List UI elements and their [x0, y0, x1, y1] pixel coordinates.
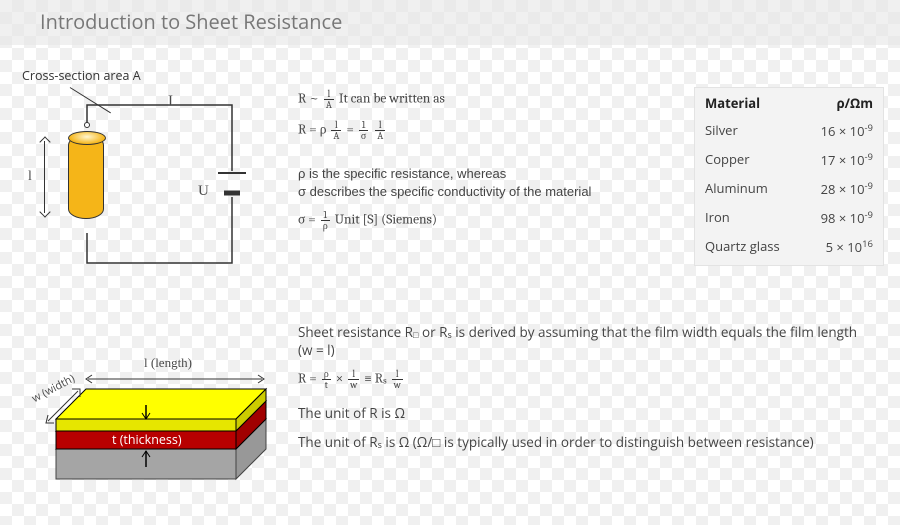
cell-name: Silver: [705, 121, 738, 140]
film-slab-diagram: l (length) w (width) t (thickness): [26, 339, 271, 509]
th-rho: ρ/Ωm: [837, 94, 873, 112]
frac-1-over-sigma: 1σ: [359, 120, 368, 141]
eq-mid2: ≡ R: [364, 372, 383, 387]
canvas: Cross-section area A l I U: [0, 45, 900, 525]
cell-name: Quartz glass: [705, 237, 780, 256]
f1-prefix: R ~: [298, 92, 322, 107]
th-material: Material: [705, 94, 760, 112]
voltage-label: U: [198, 183, 209, 200]
u2a: The unit of R: [298, 433, 378, 451]
length-arrow: [44, 141, 45, 213]
f2-lhs: R = ρ: [298, 123, 329, 138]
formula-sigma: σ = 1ρ Unit [S] (Siemens): [298, 210, 668, 231]
cell-value: 16 × 10-9: [821, 121, 873, 140]
sub-s3: s: [378, 438, 382, 451]
length-label: l: [28, 169, 32, 185]
cell-name: Iron: [705, 208, 730, 227]
cell-name: Aluminum: [705, 179, 768, 198]
cross-section-label: Cross-section area A: [22, 67, 141, 84]
p1b: or R: [422, 323, 447, 341]
current-label: I: [168, 93, 173, 110]
resistivity-table: Material ρ/Ωm Silver 16 × 10-9 Copper 17 × …: [694, 87, 884, 266]
table-row: Copper 17 × 10-9: [705, 145, 873, 174]
table-body: Silver 16 × 10-9 Copper 17 × 10-9 Aluminum 28…: [705, 116, 873, 261]
slab-length-label: l (length): [144, 355, 192, 371]
frac-rho-over-t: ρt: [322, 369, 331, 390]
f1-suffix: It can be written as: [339, 92, 445, 107]
circuit-diagram: Cross-section area A l I U: [40, 71, 270, 281]
p1a: Sheet resistance R: [298, 323, 413, 341]
formula-r-equals: R = ρ lA = 1σ lA: [298, 120, 668, 141]
cell-value: 98 × 10-9: [821, 208, 873, 227]
table-row: Iron 98 × 10-9: [705, 203, 873, 232]
title-bar: Introduction to Sheet Resistance: [0, 0, 900, 45]
u2b: is Ω (Ω/□ is typically used in order to …: [385, 433, 813, 451]
conductor-cylinder: [68, 135, 104, 219]
frac-l-over-w-2: lw: [392, 369, 403, 390]
frac-1-over-rho: 1ρ: [321, 210, 330, 231]
unit-line-2: The unit of Rs is Ω (Ω/□ is typically us…: [298, 433, 868, 451]
frac-l-over-a-3: lA: [375, 120, 385, 141]
table-row: Quartz glass 5 × 1016: [705, 232, 873, 261]
table-header: Material ρ/Ωm: [705, 94, 873, 116]
sub-s: s: [447, 328, 451, 341]
eq-mid1: ×: [336, 372, 346, 387]
sigma-unit: Unit [S] (Siemens): [335, 213, 437, 228]
sub-box: □: [413, 328, 418, 341]
slab-thickness-label: t (thickness): [112, 431, 182, 448]
formula-r-propto: R ~ lA It can be written as: [298, 89, 668, 110]
eq-lhs: R =: [298, 372, 320, 387]
note2: σ describes the specific conductivity of…: [298, 184, 591, 199]
frac-l-over-a-2: lA: [331, 120, 341, 141]
cell-value: 5 × 1016: [826, 237, 873, 256]
note1: ρ is the specific resistance, whereas: [298, 166, 506, 181]
frac-l-over-a-1: lA: [324, 89, 334, 110]
page-title: Introduction to Sheet Resistance: [40, 8, 876, 35]
sigma-lhs: σ =: [298, 213, 319, 228]
rho-sigma-note: ρ is the specific resistance, whereas σ …: [298, 165, 668, 200]
cell-name: Copper: [705, 150, 750, 169]
sheet-resistance-equation: R = ρt × lw ≡ Rs lw: [298, 369, 868, 390]
sheet-resistance-text: Sheet resistance R□ or Rs is derived by …: [298, 323, 868, 461]
formula-column: R ~ lA It can be written as R = ρ lA = 1…: [298, 89, 668, 241]
unit-line-1: The unit of R is Ω: [298, 404, 868, 422]
f2-mid: =: [346, 123, 356, 138]
cell-value: 28 × 10-9: [821, 179, 873, 198]
cell-value: 17 × 10-9: [821, 150, 873, 169]
table-row: Silver 16 × 10-9: [705, 116, 873, 145]
table-row: Aluminum 28 × 10-9: [705, 174, 873, 203]
sub-s2: s: [383, 377, 387, 387]
derivation-sentence: Sheet resistance R□ or Rs is derived by …: [298, 323, 868, 359]
frac-l-over-w-1: lw: [348, 369, 359, 390]
